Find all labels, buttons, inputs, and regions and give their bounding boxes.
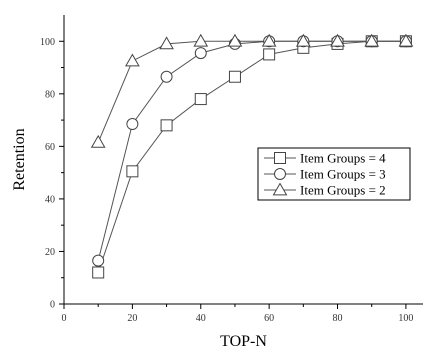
legend-label: Item Groups = 3 xyxy=(300,167,386,182)
x-tick-label: 0 xyxy=(62,313,67,324)
data-point-triangle xyxy=(295,33,311,47)
data-point-triangle xyxy=(227,33,243,47)
data-point-square xyxy=(228,70,241,83)
data-point-triangle xyxy=(398,33,414,47)
legend-label: Item Groups = 2 xyxy=(300,183,386,198)
data-point-triangle xyxy=(125,53,140,67)
y-tick-label: 100 xyxy=(40,37,55,48)
axes: 0 20 40 60 80 100 0 20 40 60 80 100 xyxy=(40,15,423,324)
data-point-triangle xyxy=(364,33,380,47)
y-tick-label: 80 xyxy=(45,89,55,100)
x-tick-label: 40 xyxy=(196,313,206,324)
data-point-circle xyxy=(92,254,105,267)
series-line-triangle xyxy=(97,40,406,143)
x-tick-label: 100 xyxy=(398,313,413,324)
x-tick-label: 20 xyxy=(127,313,137,324)
y-axis-title: Retention xyxy=(11,128,28,190)
y-tick-label: 20 xyxy=(45,247,55,258)
data-point-circle xyxy=(126,118,139,131)
data-point-circle xyxy=(160,70,173,83)
x-axis-title: TOP-N xyxy=(220,333,267,350)
data-point-square xyxy=(92,266,105,279)
data-point-triangle xyxy=(330,33,345,47)
data-point-triangle xyxy=(193,33,209,47)
series-lines xyxy=(97,40,406,273)
data-point-square xyxy=(126,165,139,178)
data-point-square xyxy=(160,119,173,132)
series-markers xyxy=(90,33,414,279)
legend-marker-circle xyxy=(274,168,286,180)
y-tick-label: 0 xyxy=(50,300,55,311)
x-tick-label: 80 xyxy=(333,313,343,324)
data-point-circle xyxy=(194,47,207,60)
legend-marker-triangle xyxy=(272,182,288,196)
data-point-triangle xyxy=(261,33,277,47)
y-tick-label: 40 xyxy=(45,194,55,205)
data-point-triangle xyxy=(90,134,106,148)
series-line-square xyxy=(97,40,406,273)
legend-marker-square xyxy=(274,152,286,164)
x-tick-label: 60 xyxy=(264,313,274,324)
data-point-square xyxy=(194,93,207,106)
data-point-triangle xyxy=(159,36,174,50)
data-point-square xyxy=(263,48,276,61)
legend-label: Item Groups = 4 xyxy=(300,151,386,166)
y-tick-label: 60 xyxy=(45,142,55,153)
